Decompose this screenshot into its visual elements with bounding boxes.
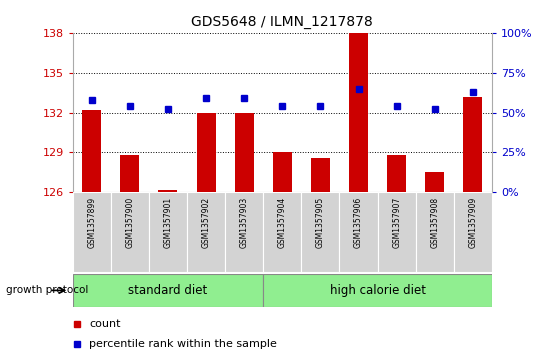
Bar	[339, 192, 377, 272]
Bar	[263, 192, 301, 272]
Text: high calorie diet: high calorie diet	[330, 284, 425, 297]
Bar	[73, 274, 263, 307]
Bar	[225, 192, 263, 272]
Bar	[377, 192, 416, 272]
Text: growth protocol: growth protocol	[6, 285, 88, 295]
Bar	[349, 33, 368, 192]
Text: GSM1357907: GSM1357907	[392, 196, 401, 248]
Text: count: count	[89, 319, 121, 329]
Bar	[82, 110, 101, 192]
Text: GSM1357902: GSM1357902	[202, 196, 211, 248]
Bar	[263, 274, 492, 307]
Bar	[425, 172, 444, 192]
Bar	[73, 192, 111, 272]
Text: GSM1357899: GSM1357899	[87, 196, 96, 248]
Text: GSM1357904: GSM1357904	[278, 196, 287, 248]
Bar	[197, 113, 216, 192]
Text: standard diet: standard diet	[129, 284, 207, 297]
Bar	[273, 152, 292, 192]
Bar	[463, 97, 482, 192]
Bar	[187, 192, 225, 272]
Bar	[454, 192, 492, 272]
Bar	[120, 155, 139, 192]
Bar	[387, 155, 406, 192]
Bar	[311, 158, 330, 192]
Text: GSM1357900: GSM1357900	[125, 196, 134, 248]
Title: GDS5648 / ILMN_1217878: GDS5648 / ILMN_1217878	[191, 15, 373, 29]
Bar	[158, 190, 178, 192]
Text: GSM1357909: GSM1357909	[468, 196, 477, 248]
Bar	[416, 192, 454, 272]
Text: GSM1357908: GSM1357908	[430, 196, 439, 248]
Text: GSM1357906: GSM1357906	[354, 196, 363, 248]
Text: GSM1357901: GSM1357901	[163, 196, 173, 248]
Text: GSM1357905: GSM1357905	[316, 196, 325, 248]
Bar	[111, 192, 149, 272]
Bar	[301, 192, 339, 272]
Bar	[235, 113, 254, 192]
Bar	[149, 192, 187, 272]
Text: percentile rank within the sample: percentile rank within the sample	[89, 339, 277, 348]
Text: GSM1357903: GSM1357903	[240, 196, 249, 248]
